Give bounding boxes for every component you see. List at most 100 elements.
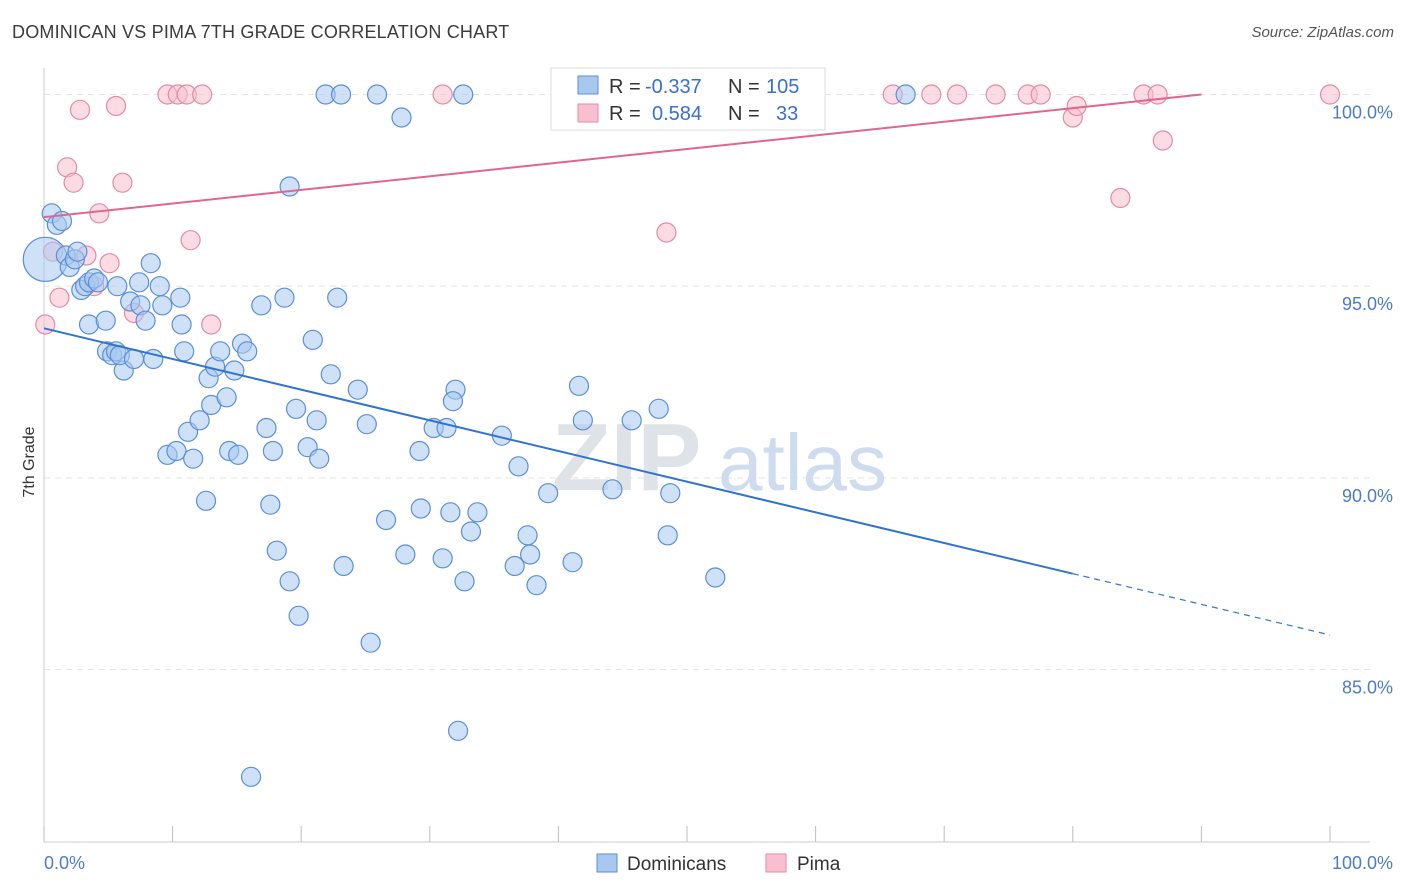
- dominicans-point: [460, 521, 482, 542]
- dominicans-point: [140, 253, 161, 274]
- dominicans-point: [391, 107, 412, 128]
- dominicans-point: [447, 720, 469, 741]
- dominicans-point: [453, 84, 474, 105]
- dominicans-point: [228, 444, 249, 465]
- dominicans-point: [262, 440, 284, 462]
- dominicans-point: [436, 417, 457, 439]
- pima-point: [105, 95, 127, 117]
- dominicans-point: [279, 571, 300, 592]
- dominicans-point: [195, 490, 217, 511]
- dominicans-point: [309, 448, 330, 469]
- bottom-legend-swatch-dominicans: [596, 853, 618, 873]
- dominicans-point: [274, 287, 295, 308]
- pima-trend-line: [43, 93, 1202, 219]
- dominicans-point: [440, 502, 461, 523]
- bottom-legend-label-pima: Pima: [797, 854, 841, 875]
- pima-point: [1030, 84, 1051, 105]
- pima-point: [201, 314, 222, 335]
- pima-point: [69, 99, 91, 120]
- dominicans-point: [409, 440, 430, 462]
- dominicans-point: [657, 525, 678, 546]
- bottom-legend-swatch-pima: [765, 853, 787, 873]
- pima-point: [656, 222, 677, 243]
- trend-lines: [43, 93, 1331, 636]
- dominicans-point: [87, 272, 109, 293]
- dominicans-point: [107, 276, 128, 297]
- pima-point: [89, 203, 110, 224]
- dominicans-point: [410, 498, 431, 519]
- dominicans-point: [508, 456, 529, 477]
- dominicans-point: [395, 544, 416, 565]
- legend-swatch-pima: [577, 103, 599, 123]
- dominicans-point: [602, 479, 623, 500]
- pima-point: [1066, 95, 1087, 117]
- dominicans-point: [237, 341, 258, 362]
- dominicans-point: [240, 766, 262, 787]
- dominicans-point: [302, 329, 323, 350]
- dominicans-point: [78, 314, 100, 335]
- dominicans-point: [375, 509, 397, 531]
- dominicans-point: [216, 387, 237, 408]
- dominicans-point: [266, 540, 287, 561]
- dominicans-point: [260, 494, 281, 515]
- dominicans-point: [568, 375, 590, 396]
- dominicans-point: [330, 84, 352, 105]
- pima-point: [1147, 84, 1168, 105]
- chart-title: DOMINICAN VS PIMA 7TH GRADE CORRELATION …: [12, 22, 510, 42]
- legend-swatch-dominicans: [577, 75, 599, 95]
- legend-n-label-2: N =: [728, 103, 760, 125]
- top-legend: R = -0.337 N = 105 R = 0.584 N = 33: [550, 67, 826, 131]
- dominicans-point: [285, 398, 307, 419]
- dominicans-point: [454, 571, 475, 592]
- dominicans-point: [895, 84, 916, 105]
- dominicans-point: [333, 555, 354, 577]
- dominicans-point: [288, 605, 309, 626]
- x-tick-label-max: 100.0%: [1332, 853, 1393, 873]
- axes: [43, 68, 1370, 843]
- pima-point: [985, 84, 1006, 105]
- dominicans-point: [504, 555, 525, 577]
- pima-point: [49, 287, 70, 308]
- y-tick-label: 95.0%: [1342, 294, 1393, 314]
- watermark-atlas: atlas: [718, 418, 887, 507]
- dominicans-point: [279, 176, 300, 197]
- pima-point: [1319, 84, 1341, 105]
- dominicans-point: [152, 295, 173, 316]
- y-tick-label: 100.0%: [1332, 103, 1393, 123]
- dominicans-point: [166, 440, 187, 462]
- dominicans-points: [22, 84, 916, 787]
- dominicans-point: [306, 410, 327, 431]
- legend-n-value-1: 105: [766, 76, 799, 98]
- pima-point: [1152, 130, 1173, 151]
- y-axis-title: 7th Grade: [21, 426, 38, 497]
- dominicans-point: [520, 544, 541, 565]
- dominicans-point: [538, 483, 559, 504]
- pima-point: [946, 84, 968, 105]
- dominicans-point: [621, 410, 642, 431]
- dominicans-point: [149, 276, 170, 297]
- legend-r-value-1: -0.337: [645, 76, 702, 98]
- dominicans-point: [660, 483, 681, 504]
- legend-r-label-1: R =: [609, 76, 641, 98]
- pima-point: [1110, 187, 1131, 209]
- dominicans-point: [210, 341, 231, 362]
- dominicans-point: [183, 448, 204, 469]
- dominicans-point: [648, 398, 669, 419]
- pima-point: [99, 253, 120, 274]
- dominicans-point: [442, 391, 464, 412]
- dominicans-point: [327, 287, 348, 308]
- legend-n-label-1: N =: [728, 76, 760, 98]
- dominicans-point: [467, 502, 488, 523]
- dominicans-point: [366, 84, 388, 105]
- pima-point: [192, 84, 213, 105]
- dominicans-point: [347, 379, 368, 400]
- dominicans-point: [562, 552, 583, 573]
- dominicans-point: [356, 414, 377, 435]
- x-tick-label-min: 0.0%: [44, 853, 85, 873]
- dominicans-point: [224, 360, 245, 381]
- dominicans-point: [171, 314, 192, 335]
- pima-point: [112, 172, 133, 193]
- grid-lines: [44, 94, 1370, 670]
- pima-point: [180, 230, 201, 251]
- dominicans-point: [170, 287, 191, 308]
